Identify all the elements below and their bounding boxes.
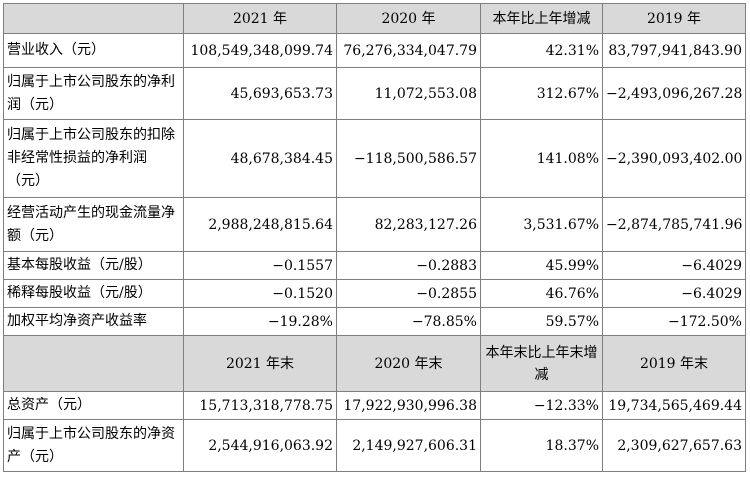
financial-summary-table: 2021 年 2020 年 本年比上年增减 2019 年 营业收入（元） 108… xyxy=(3,3,746,472)
cell-2021: 2,988,248,815.64 xyxy=(183,197,337,252)
header-blank-cell xyxy=(3,3,184,34)
cell-2021: 108,549,348,099.74 xyxy=(183,33,337,68)
table-row: 总资产（元） 15,713,318,778.75 17,922,930,996.… xyxy=(3,391,746,420)
row-label: 经营活动产生的现金流量净额（元） xyxy=(3,197,184,252)
header-2020-end: 2020 年末 xyxy=(336,335,481,392)
cell-2020: 82,283,127.26 xyxy=(336,197,481,252)
cell-change: 3,531.67% xyxy=(480,197,603,252)
cell-2021: −19.28% xyxy=(183,307,337,336)
cell-2019: 19,734,565,469.44 xyxy=(602,391,746,420)
cell-2021: −0.1520 xyxy=(183,279,337,308)
row-label: 总资产（元） xyxy=(3,391,184,420)
cell-change: 141.08% xyxy=(480,119,603,198)
row-label: 稀释每股收益（元/股） xyxy=(3,279,184,308)
header-2019-end: 2019 年末 xyxy=(602,335,746,392)
cell-2020: −0.2855 xyxy=(336,279,481,308)
cell-2019: −2,874,785,741.96 xyxy=(602,197,746,252)
header-blank-cell xyxy=(3,335,184,392)
cell-2019: −172.50% xyxy=(602,307,746,336)
cell-2020: 76,276,334,047.79 xyxy=(336,33,481,68)
cell-2021: −0.1557 xyxy=(183,251,337,280)
table-row: 稀释每股收益（元/股） −0.1520 −0.2855 46.76% −6.40… xyxy=(3,279,746,308)
header-change-end: 本年末比上年末增减 xyxy=(480,335,603,392)
table-row: 归属于上市公司股东的净利润（元） 45,693,653.73 11,072,55… xyxy=(3,67,746,120)
header-row-annual: 2021 年 2020 年 本年比上年增减 2019 年 xyxy=(3,3,746,34)
header-row-year-end: 2021 年末 2020 年末 本年末比上年末增减 2019 年末 xyxy=(3,335,746,392)
cell-2019: −6.4029 xyxy=(602,279,746,308)
cell-change: −12.33% xyxy=(480,391,603,420)
cell-2019: −2,493,096,267.28 xyxy=(602,67,746,120)
row-label: 归属于上市公司股东的净利润（元） xyxy=(3,67,184,120)
cell-change: 59.57% xyxy=(480,307,603,336)
table-row: 归属于上市公司股东的净资产（元） 2,544,916,063.92 2,149,… xyxy=(3,419,746,472)
cell-2019: −6.4029 xyxy=(602,251,746,280)
header-2019: 2019 年 xyxy=(602,3,746,34)
cell-2020: −78.85% xyxy=(336,307,481,336)
table-row: 归属于上市公司股东的扣除非经常性损益的净利润（元） 48,678,384.45 … xyxy=(3,119,746,198)
header-2021-end: 2021 年末 xyxy=(183,335,337,392)
row-label: 加权平均净资产收益率 xyxy=(3,307,184,336)
row-label: 基本每股收益（元/股） xyxy=(3,251,184,280)
cell-2019: 83,797,941,843.90 xyxy=(602,33,746,68)
cell-2020: −118,500,586.57 xyxy=(336,119,481,198)
cell-change: 46.76% xyxy=(480,279,603,308)
cell-2020: 11,072,553.08 xyxy=(336,67,481,120)
cell-2019: −2,390,093,402.00 xyxy=(602,119,746,198)
cell-2019: 2,309,627,657.63 xyxy=(602,419,746,472)
cell-change: 312.67% xyxy=(480,67,603,120)
cell-change: 18.37% xyxy=(480,419,603,472)
cell-2021: 2,544,916,063.92 xyxy=(183,419,337,472)
cell-2020: 2,149,927,606.31 xyxy=(336,419,481,472)
header-2021: 2021 年 xyxy=(183,3,337,34)
cell-2021: 48,678,384.45 xyxy=(183,119,337,198)
row-label: 营业收入（元） xyxy=(3,33,184,68)
table-row: 基本每股收益（元/股） −0.1557 −0.2883 45.99% −6.40… xyxy=(3,251,746,280)
cell-2020: 17,922,930,996.38 xyxy=(336,391,481,420)
table-row: 加权平均净资产收益率 −19.28% −78.85% 59.57% −172.5… xyxy=(3,307,746,336)
table-row: 营业收入（元） 108,549,348,099.74 76,276,334,04… xyxy=(3,33,746,68)
cell-change: 45.99% xyxy=(480,251,603,280)
cell-change: 42.31% xyxy=(480,33,603,68)
row-label: 归属于上市公司股东的净资产（元） xyxy=(3,419,184,472)
cell-2021: 15,713,318,778.75 xyxy=(183,391,337,420)
cell-2021: 45,693,653.73 xyxy=(183,67,337,120)
header-2020: 2020 年 xyxy=(336,3,481,34)
cell-2020: −0.2883 xyxy=(336,251,481,280)
table-row: 经营活动产生的现金流量净额（元） 2,988,248,815.64 82,283… xyxy=(3,197,746,252)
row-label: 归属于上市公司股东的扣除非经常性损益的净利润（元） xyxy=(3,119,184,198)
header-change: 本年比上年增减 xyxy=(480,3,603,34)
